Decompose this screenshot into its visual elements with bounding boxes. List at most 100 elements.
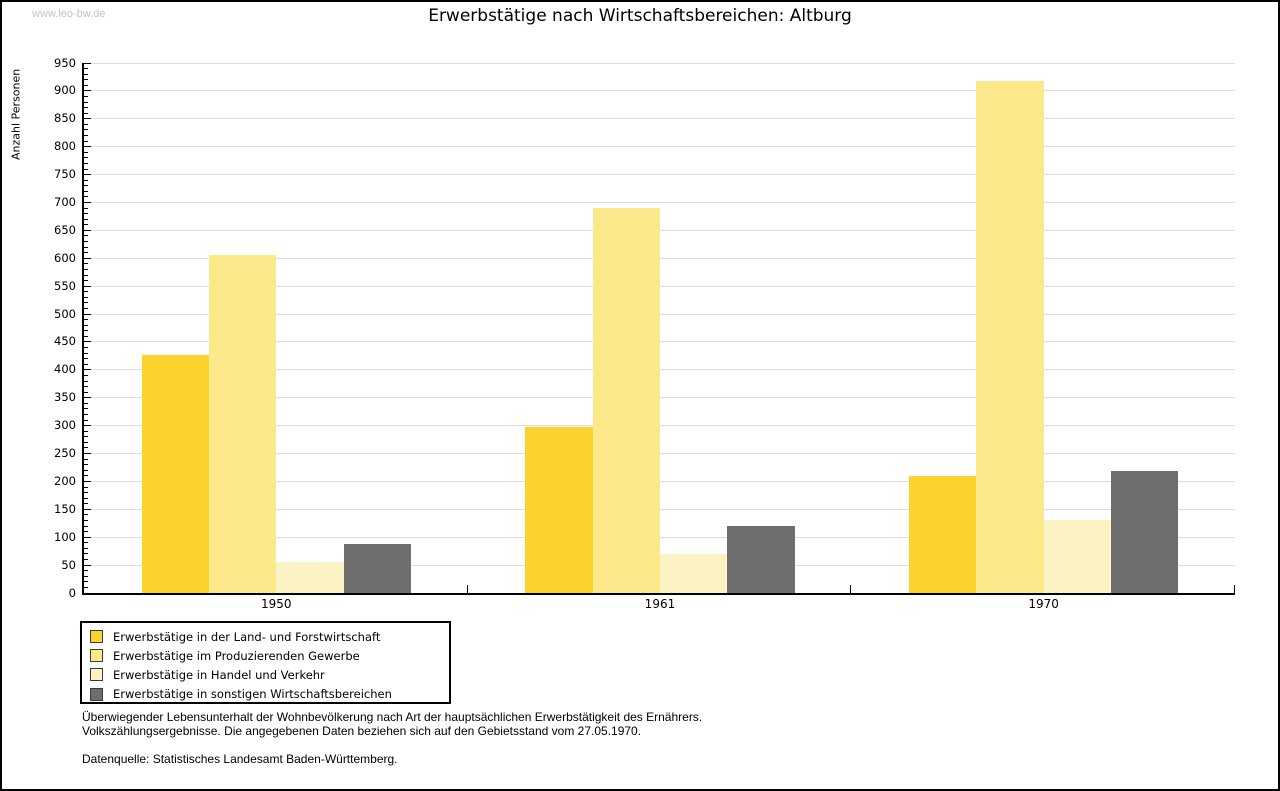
y-tick [84, 341, 91, 343]
watermark: www.leo-bw.de [32, 8, 106, 20]
plot-area: 0 50 100 150 200 250 300 350 400 450 500 550 600 650 7… [54, 56, 1235, 611]
bar [592, 208, 660, 593]
x-tick-label: 1970 [1028, 597, 1059, 611]
y-tick [84, 363, 88, 365]
y-tick [84, 224, 88, 226]
gridline [84, 201, 1235, 203]
y-tick-label: 550 [54, 278, 76, 293]
y-tick-label: 50 [61, 557, 76, 572]
bar [659, 553, 728, 593]
y-tick [84, 480, 91, 482]
bar [909, 475, 977, 593]
y-tick [84, 464, 88, 466]
y-tick [84, 469, 88, 471]
y-tick [84, 235, 88, 237]
y-tick [84, 79, 88, 81]
y-tick [84, 95, 88, 97]
y-tick-label: 500 [54, 306, 76, 321]
y-tick-label: 0 [68, 585, 76, 600]
y-tick [84, 397, 91, 399]
bar [141, 354, 209, 593]
y-tick [84, 73, 88, 75]
y-tick [84, 140, 88, 142]
gridline [84, 174, 1235, 176]
y-tick [84, 252, 88, 254]
bar [209, 254, 277, 593]
y-tick [84, 525, 88, 527]
y-tick [84, 503, 88, 505]
y-tick [84, 285, 91, 287]
y-tick [84, 352, 88, 354]
legend-label: Erwerbstätige in sonstigen Wirtschaftsbe… [113, 687, 392, 702]
x-tick [1234, 585, 1235, 593]
y-tick [84, 319, 88, 321]
y-tick [84, 386, 88, 388]
y-tick [84, 430, 88, 432]
bar [343, 543, 411, 593]
footnote-line-1: Überwiegender Lebensunterhalt der Wohnbe… [82, 710, 703, 724]
y-tick [84, 458, 88, 460]
y-tick [84, 358, 88, 360]
y-tick [84, 201, 91, 203]
y-tick [84, 268, 88, 270]
y-tick [84, 531, 88, 533]
y-tick [84, 151, 88, 153]
y-axis-label: Anzahl Personen [9, 68, 23, 160]
y-tick [84, 408, 88, 410]
legend-label: Erwerbstätige im Produzierenden Gewerbe [113, 648, 360, 663]
gridline [84, 118, 1235, 120]
y-tick [84, 274, 88, 276]
y-tick [84, 280, 88, 282]
x-tick-label: 1950 [261, 597, 292, 611]
y-tick [84, 347, 88, 349]
x-tick [466, 585, 468, 593]
y-tick-label: 150 [54, 501, 76, 516]
legend-swatch [90, 630, 103, 644]
y-tick [84, 419, 88, 421]
y-tick [84, 68, 88, 70]
y-tick [84, 62, 91, 64]
y-tick [84, 441, 88, 443]
x-tick-label: 1961 [644, 597, 676, 611]
y-tick [84, 391, 88, 393]
y-tick-label: 800 [54, 139, 76, 154]
y-tick-label: 900 [54, 83, 76, 98]
bar [976, 80, 1044, 593]
legend-swatch [90, 687, 103, 701]
y-tick [84, 179, 88, 181]
y-tick [84, 581, 88, 583]
y-tick [84, 207, 88, 209]
legend: Erwerbstätige in der Land- und Forstwirt… [80, 621, 451, 704]
y-tick [84, 453, 91, 455]
y-tick [84, 547, 88, 549]
bar [276, 561, 344, 593]
y-tick-label: 400 [54, 362, 76, 377]
y-tick [84, 536, 91, 538]
y-tick [84, 302, 88, 304]
y-tick [84, 190, 88, 192]
gridline [84, 62, 1235, 64]
y-tick [84, 291, 88, 293]
y-tick [84, 575, 88, 577]
y-tick-label: 250 [54, 446, 76, 461]
y-tick [84, 135, 88, 137]
bar [1110, 471, 1179, 593]
x-tick [850, 585, 852, 593]
y-tick [84, 174, 91, 176]
y-tick-label: 650 [54, 222, 76, 237]
y-tick [84, 559, 88, 561]
y-tick [84, 112, 88, 114]
legend-item: Erwerbstätige in Handel und Verkehr [90, 665, 449, 684]
y-tick [84, 497, 88, 499]
chart-title: Erwerbstätige nach Wirtschaftsbereichen:… [428, 6, 852, 26]
y-tick [84, 118, 91, 120]
y-tick-label: 700 [54, 194, 76, 209]
y-tick [84, 475, 88, 477]
y-tick [84, 123, 88, 125]
y-tick [84, 413, 88, 415]
y-tick-label: 100 [54, 529, 76, 544]
y-tick [84, 553, 88, 555]
legend-label: Erwerbstätige in der Land- und Forstwirt… [113, 629, 381, 644]
y-tick [84, 213, 88, 215]
y-tick-label: 300 [54, 418, 76, 433]
